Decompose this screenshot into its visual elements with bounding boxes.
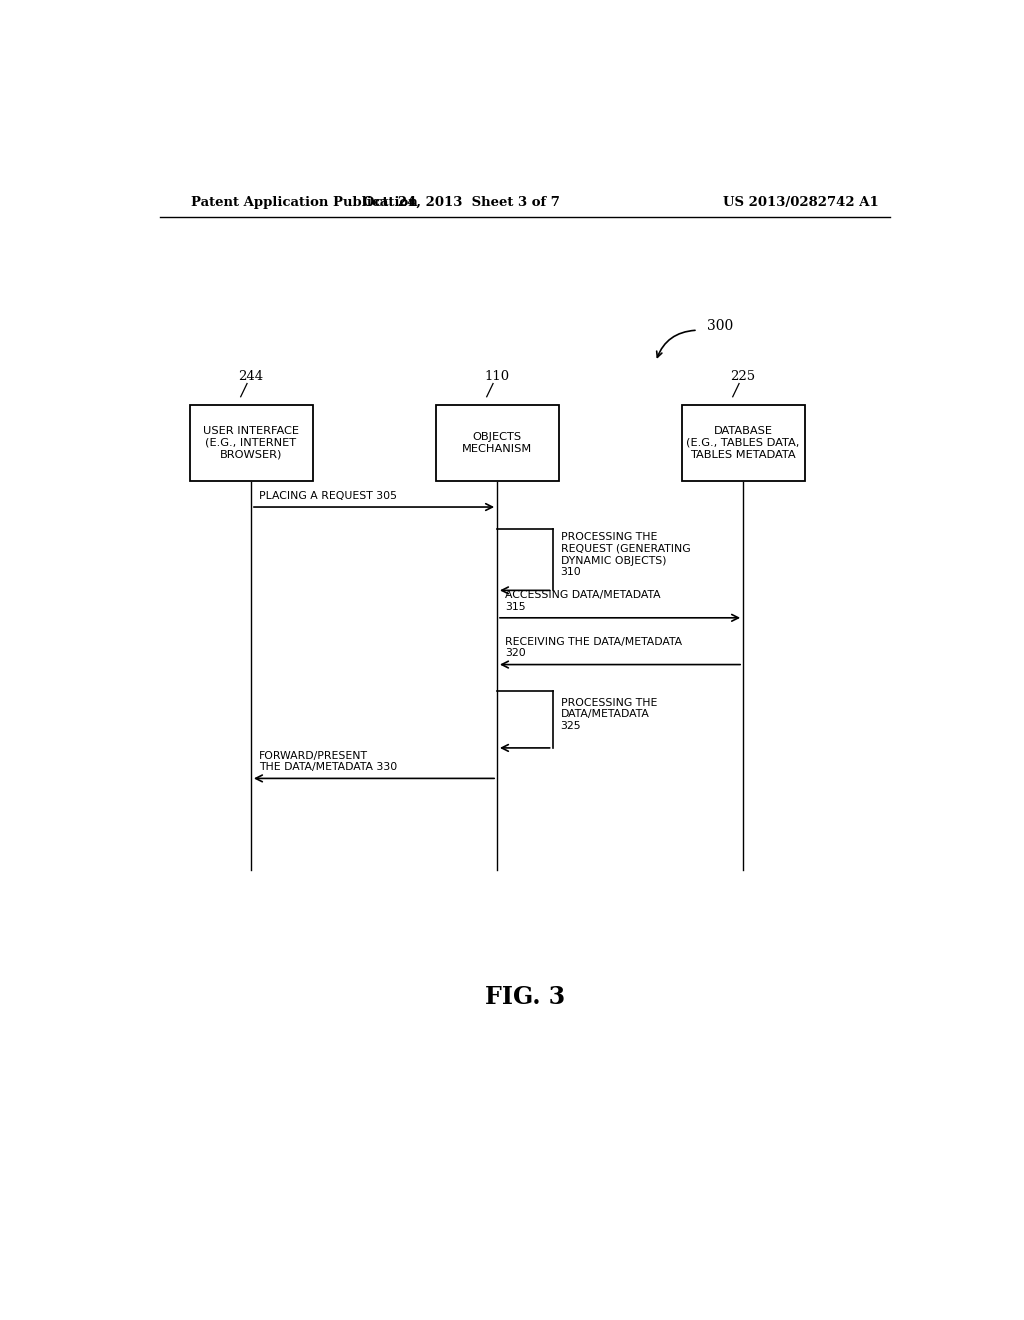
Text: PLACING A REQUEST 305: PLACING A REQUEST 305 [259, 491, 397, 500]
FancyBboxPatch shape [189, 405, 312, 480]
Text: 225: 225 [730, 370, 756, 383]
Text: Oct. 24, 2013  Sheet 3 of 7: Oct. 24, 2013 Sheet 3 of 7 [362, 195, 560, 209]
Text: FIG. 3: FIG. 3 [484, 985, 565, 1008]
Text: PROCESSING THE
REQUEST (GENERATING
DYNAMIC OBJECTS)
310: PROCESSING THE REQUEST (GENERATING DYNAM… [560, 532, 690, 577]
Text: RECEIVING THE DATA/METADATA
320: RECEIVING THE DATA/METADATA 320 [505, 636, 682, 659]
Text: ACCESSING DATA/METADATA
315: ACCESSING DATA/METADATA 315 [505, 590, 660, 611]
Text: DATABASE
(E.G., TABLES DATA,
TABLES METADATA: DATABASE (E.G., TABLES DATA, TABLES META… [686, 426, 800, 459]
Text: 244: 244 [239, 370, 263, 383]
Text: FORWARD/PRESENT
THE DATA/METADATA 330: FORWARD/PRESENT THE DATA/METADATA 330 [259, 751, 397, 772]
FancyBboxPatch shape [435, 405, 558, 480]
Text: PROCESSING THE
DATA/METADATA
325: PROCESSING THE DATA/METADATA 325 [560, 698, 656, 731]
Text: 110: 110 [484, 370, 510, 383]
FancyBboxPatch shape [682, 405, 805, 480]
Text: OBJECTS
MECHANISM: OBJECTS MECHANISM [462, 432, 532, 454]
Text: 300: 300 [708, 319, 733, 333]
Text: US 2013/0282742 A1: US 2013/0282742 A1 [723, 195, 879, 209]
Text: USER INTERFACE
(E.G., INTERNET
BROWSER): USER INTERFACE (E.G., INTERNET BROWSER) [203, 426, 299, 459]
Text: Patent Application Publication: Patent Application Publication [191, 195, 418, 209]
